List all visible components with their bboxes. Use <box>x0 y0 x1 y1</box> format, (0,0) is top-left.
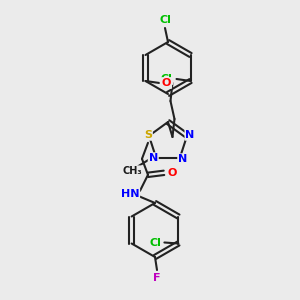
Text: Cl: Cl <box>159 15 171 25</box>
Text: F: F <box>153 273 161 283</box>
Text: N: N <box>178 154 188 164</box>
Text: O: O <box>162 78 171 88</box>
Text: O: O <box>167 168 177 178</box>
Text: HN: HN <box>121 189 139 199</box>
Text: CH₃: CH₃ <box>122 166 142 176</box>
Text: S: S <box>144 130 152 140</box>
Text: N: N <box>148 153 158 163</box>
Text: Cl: Cl <box>160 74 172 84</box>
Text: N: N <box>185 130 195 140</box>
Text: Cl: Cl <box>149 238 161 248</box>
